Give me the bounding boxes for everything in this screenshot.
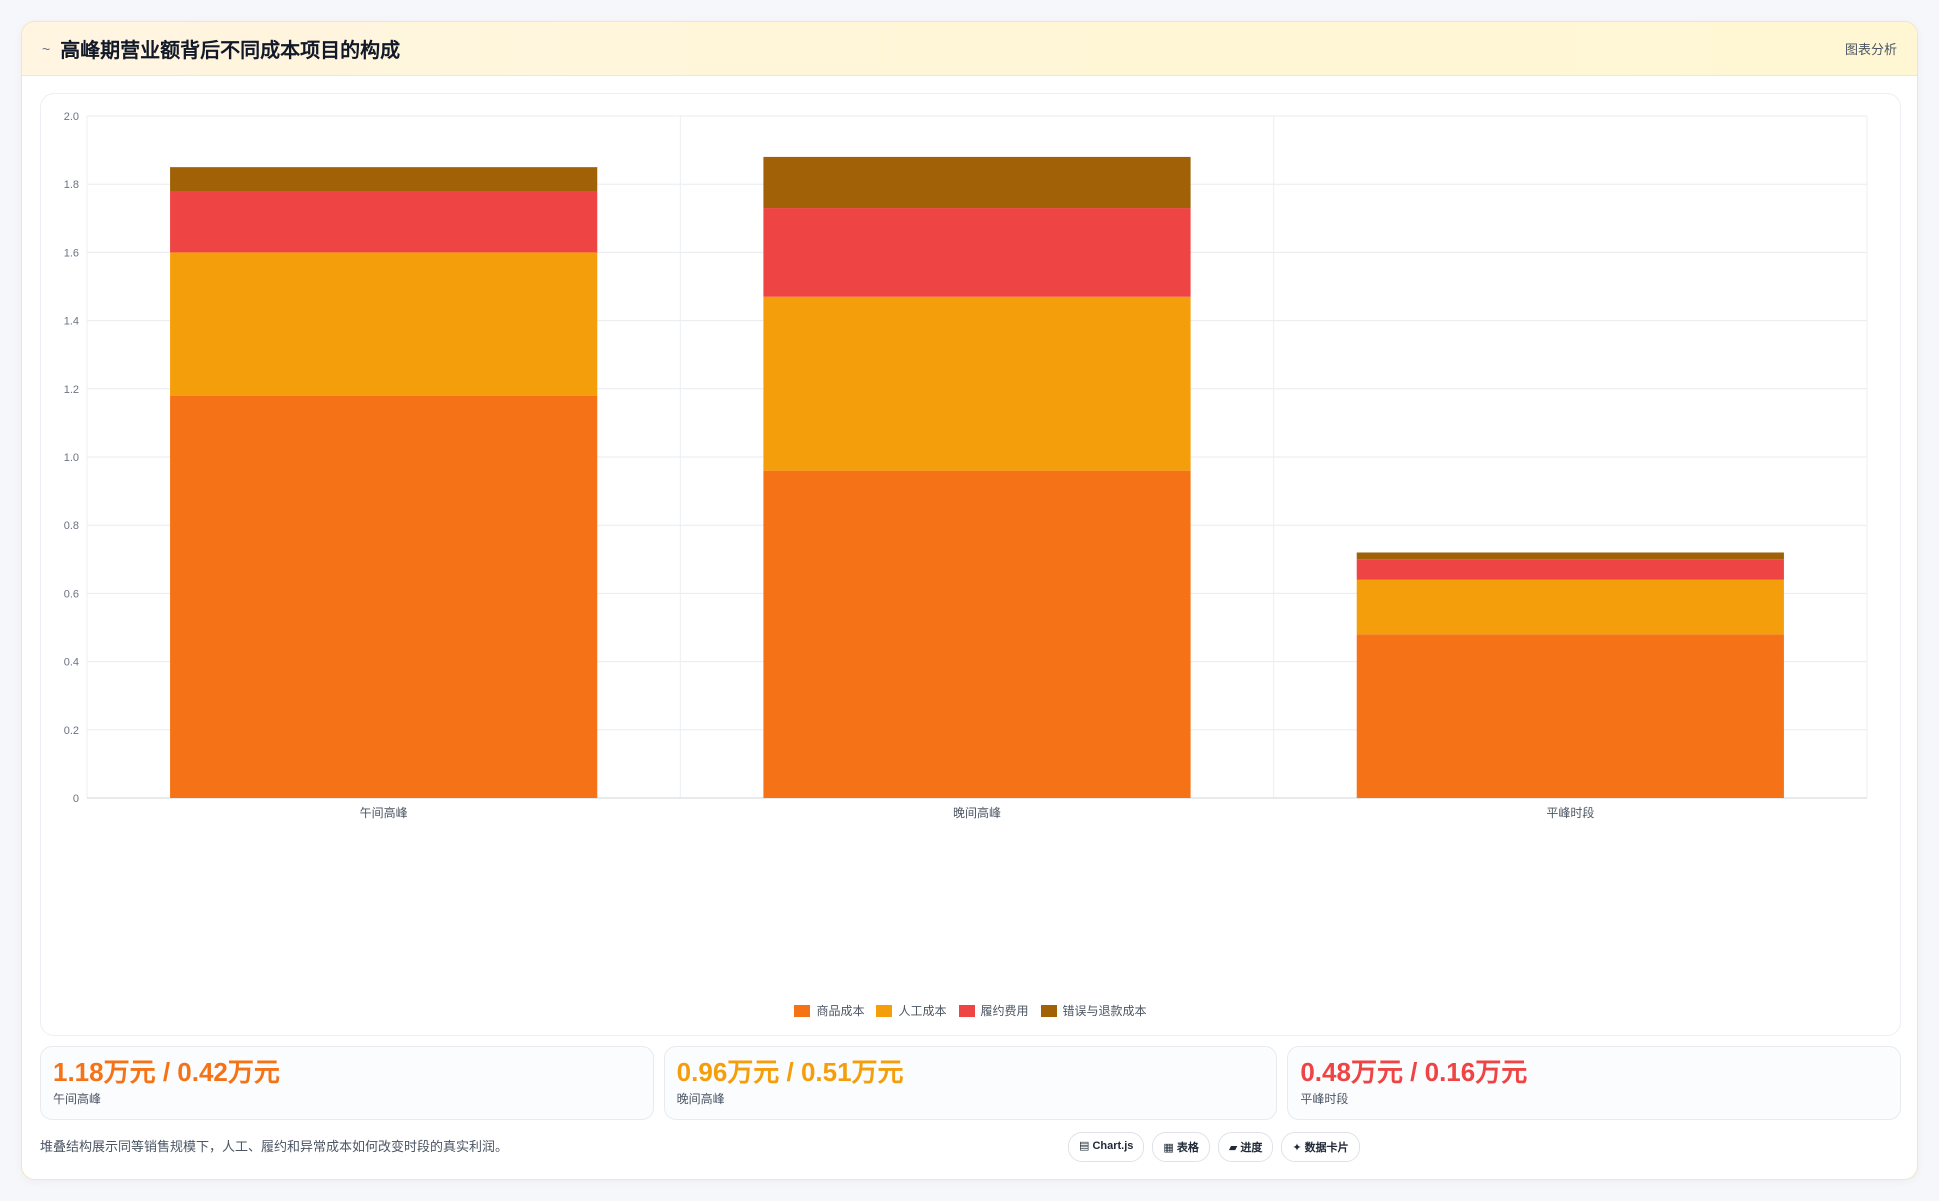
y-tick-label: 1.0 <box>64 452 79 464</box>
tag-data-card[interactable]: ✦ 数据卡片 <box>1281 1132 1360 1162</box>
y-tick-label: 0.2 <box>64 725 79 737</box>
legend-swatch <box>794 1004 811 1017</box>
chart-icon: ~ <box>42 40 51 57</box>
tag-table[interactable]: ▦ 表格 <box>1152 1132 1210 1162</box>
tag-progress[interactable]: ▰ 进度 <box>1217 1132 1274 1162</box>
x-tick-label: 午间高峰 <box>360 805 408 820</box>
chart-footnote: 堆叠结构展示同等销售规模下，人工、履约和异常成本如何改变时段的真实利润。 <box>40 1139 509 1154</box>
tag-chartjs[interactable]: ▤ Chart.js <box>1068 1132 1145 1162</box>
card-header: ~ 高峰期营业额背后不同成本项目的构成 图表分析 <box>22 22 1917 76</box>
stat-value: 0.48万元 / 0.16万元 <box>1300 1057 1528 1087</box>
chart-legend: 商品成本 人工成本 履约费用 错误与退款成本 <box>41 1002 1900 1019</box>
legend-swatch <box>1040 1004 1057 1017</box>
y-tick-label: 1.4 <box>64 316 79 328</box>
legend-label: 错误与退款成本 <box>1062 1004 1147 1018</box>
stat-card: 1.18万元 / 0.42万元 午间高峰 <box>40 1046 654 1120</box>
page-title: 高峰期营业额背后不同成本项目的构成 <box>60 40 401 62</box>
y-tick-label: 2.0 <box>64 111 79 123</box>
bar-segment <box>763 470 1191 798</box>
x-tick-label: 平峰时段 <box>1546 805 1594 820</box>
stat-card: 0.96万元 / 0.51万元 晚间高峰 <box>663 1046 1278 1120</box>
y-tick-label: 0.6 <box>64 588 79 600</box>
bar-segment <box>1356 552 1784 560</box>
legend-label: 商品成本 <box>816 1004 865 1018</box>
bar-segment <box>170 395 598 798</box>
tag-list: ▤ Chart.js ▦ 表格 ▰ 进度 ✦ 数据卡片 <box>1068 1132 1360 1162</box>
legend-swatch <box>958 1004 975 1017</box>
stat-label: 午间高峰 <box>53 1092 102 1106</box>
bar-segment <box>170 191 598 253</box>
chart-container: 0 0.2 0.4 0.6 0.8 1.0 1.2 1.4 1.6 1.8 2.0 午间高峰 晚间高峰 平… <box>40 93 1901 1036</box>
legend-label: 履约费用 <box>980 1004 1029 1018</box>
y-tick-label: 1.2 <box>64 384 79 396</box>
bar-segment <box>1356 634 1784 798</box>
y-tick-label: 1.8 <box>64 179 79 191</box>
stat-value: 1.18万元 / 0.42万元 <box>53 1057 280 1087</box>
bar-segment <box>763 208 1191 297</box>
legend-item[interactable]: 履约费用 <box>958 1002 1029 1019</box>
bar-segment <box>1356 559 1784 580</box>
legend-item[interactable]: 人工成本 <box>876 1002 947 1019</box>
bar-segment <box>763 296 1191 471</box>
bar-segment <box>170 167 598 192</box>
stacked-bar-chart: 0 0.2 0.4 0.6 0.8 1.0 1.2 1.4 1.6 1.8 2.0 午间高峰 晚间高峰 平… <box>64 111 1868 820</box>
stat-card: 0.48万元 / 0.16万元 平峰时段 <box>1287 1046 1902 1120</box>
legend-item[interactable]: 错误与退款成本 <box>1040 1002 1147 1019</box>
bar-segment <box>170 252 598 396</box>
bar-segment <box>763 156 1191 209</box>
chart-card: ~ 高峰期营业额背后不同成本项目的构成 图表分析 0 0.2 0.4 0.6 0.8 1.… <box>21 21 1918 1180</box>
legend-item[interactable]: 商品成本 <box>794 1002 864 1019</box>
legend-swatch <box>876 1004 893 1017</box>
bar-segment <box>1356 579 1784 635</box>
y-tick-label: 1.6 <box>64 247 79 259</box>
stat-value: 0.96万元 / 0.51万元 <box>676 1057 904 1087</box>
stat-label: 平峰时段 <box>1300 1092 1349 1106</box>
chart-analysis-link[interactable]: 图表分析 <box>1844 42 1897 57</box>
y-tick-label: 0.4 <box>64 657 79 669</box>
x-tick-label: 晚间高峰 <box>953 805 1001 820</box>
y-tick-label: 0.8 <box>64 520 79 532</box>
stat-cards: 1.18万元 / 0.42万元 午间高峰 0.96万元 / 0.51万元 晚间高… <box>40 1046 1902 1120</box>
stat-label: 晚间高峰 <box>676 1092 725 1106</box>
legend-label: 人工成本 <box>898 1004 947 1018</box>
y-tick-label: 0 <box>73 793 79 805</box>
